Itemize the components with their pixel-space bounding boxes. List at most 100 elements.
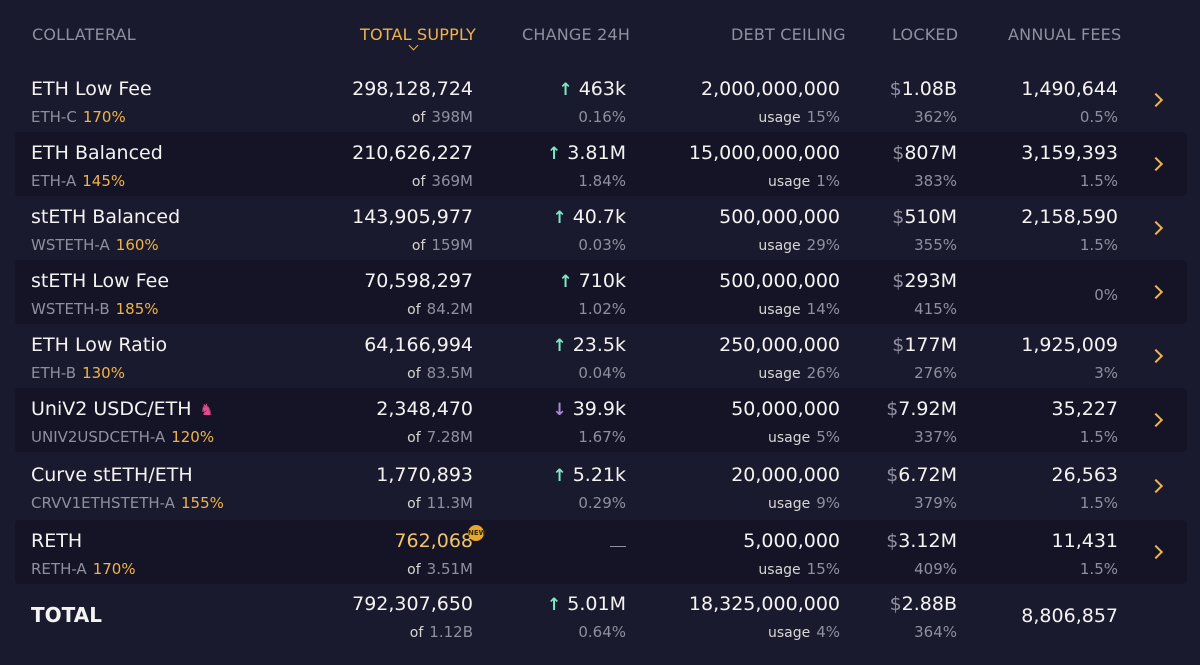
debt-ceiling: 50,000,000 — [731, 398, 840, 420]
change-24h: ↑ 40.7k — [552, 206, 626, 228]
fee-rate: 1.5% — [1079, 236, 1118, 254]
table-row[interactable]: RETH RETH-A 170% 762,068 NEW of 3.51M 5,000,000… — [15, 520, 1187, 584]
usage-value: 5% — [816, 428, 840, 446]
arrow-up-icon: ↑ — [552, 336, 567, 356]
arrow-up-icon: ↑ — [552, 466, 567, 486]
supply-max-value: 11.3M — [426, 494, 473, 512]
supply-max-value: 7.28M — [426, 428, 473, 446]
debt-ceiling: 20,000,000 — [731, 464, 840, 486]
arrow-down-icon: ↓ — [552, 400, 567, 420]
of-label: of — [407, 366, 421, 382]
usage-value: 9% — [816, 494, 840, 512]
supply-max: of 84.2M — [407, 300, 473, 318]
chevron-right-icon[interactable] — [1148, 156, 1164, 172]
collateral-name-text: stETH Low Fee — [31, 270, 170, 292]
chevron-right-icon[interactable] — [1148, 284, 1164, 300]
locked-value: 293M — [904, 270, 957, 292]
usage-label: usage — [767, 625, 811, 641]
usage-value: 15% — [806, 108, 840, 126]
new-badge-icon: NEW — [468, 525, 486, 541]
total-supply: 1,770,893 — [376, 464, 473, 486]
supply-max: of 159M — [412, 236, 473, 254]
supply-max: of 369M — [412, 172, 473, 190]
total-annual-fees: 8,806,857 — [1021, 605, 1118, 627]
chevron-right-icon[interactable] — [1148, 92, 1164, 108]
chevron-right-icon[interactable] — [1148, 220, 1164, 236]
collateral-ilk: CRVV1ETHSTETH-A 155% — [31, 494, 224, 512]
collateral-ilk: ETH-B 130% — [31, 364, 125, 382]
change-24h: ↑ 463k — [558, 78, 626, 100]
collateral-name: stETH Low Fee — [31, 270, 169, 292]
locked: $510M — [892, 206, 957, 228]
locked-pct: 337% — [914, 428, 957, 446]
table-row[interactable]: stETH Low Fee WSTETH-B 185% 70,598,297 of 84.… — [15, 260, 1187, 324]
locked-pct: 276% — [914, 364, 957, 382]
locked: $3.12M — [886, 530, 957, 552]
total-change-pct: 0.64% — [578, 623, 626, 641]
of-label: of — [411, 238, 426, 254]
header-total-supply[interactable]: TOTAL SUPPLY — [360, 25, 476, 44]
collateral-ratio: 170% — [92, 560, 136, 578]
usage: usage 15% — [758, 108, 840, 126]
total-usage: usage 4% — [768, 623, 840, 641]
table-row[interactable]: ETH Low Ratio ETH-B 130% 64,166,994 of 83.5M ↑… — [15, 324, 1187, 388]
table-row[interactable]: Curve stETH/ETH CRVV1ETHSTETH-A 155% 1,770,… — [15, 454, 1187, 518]
locked: $7.92M — [886, 398, 957, 420]
chevron-right-icon[interactable] — [1148, 348, 1164, 364]
total-row: TOTAL 792,307,650 of 1.12B ↑ 5.01M 0.64% 1… — [15, 583, 1187, 647]
table-row[interactable]: ETH Low Fee ETH-C 170% 298,128,724 of 398M ↑ 46… — [15, 68, 1187, 132]
arrow-up-icon: ↑ — [547, 595, 562, 615]
header-locked[interactable]: LOCKED — [892, 25, 959, 44]
of-label: of — [411, 174, 426, 190]
total-supply: 143,905,977 — [352, 206, 473, 228]
total-change-value: 5.01M — [567, 593, 626, 615]
ilk-type: RETH-A — [31, 560, 87, 578]
collateral-ratio: 155% — [181, 494, 224, 512]
supply-max-value: 3.51M — [426, 560, 473, 578]
table-row[interactable]: stETH Balanced WSTETH-A 160% 143,905,977 of 1… — [15, 196, 1187, 260]
chevron-right-icon[interactable] — [1148, 478, 1164, 494]
collateral-ratio: 130% — [82, 364, 125, 382]
header-change-24h[interactable]: CHANGE 24H — [522, 25, 631, 44]
chevron-right-icon[interactable] — [1148, 412, 1164, 428]
collateral-name-text: UniV2 USDC/ETH — [31, 398, 192, 420]
locked: $1.08B — [890, 78, 957, 100]
of-label: of — [407, 562, 421, 578]
dollar-sign: $ — [886, 398, 899, 420]
locked-pct: 379% — [914, 494, 957, 512]
collateral-ilk: ETH-A 145% — [31, 172, 125, 190]
usage-label: usage — [758, 110, 801, 126]
locked-pct: 355% — [914, 236, 957, 254]
usage-value: 1% — [816, 172, 840, 190]
total-debt-ceiling: 18,325,000,000 — [688, 593, 840, 615]
usage-label: usage — [758, 238, 801, 254]
supply-max: of 3.51M — [407, 560, 473, 578]
header-annual-fees[interactable]: ANNUAL FEES — [1008, 25, 1122, 44]
table-row[interactable]: ETH Balanced ETH-A 145% 210,626,227 of 369M ↑ 3… — [15, 132, 1187, 196]
annual-fees: 3,159,393 — [1021, 142, 1118, 164]
change-24h: ↑ 3.81M — [547, 142, 626, 164]
of-label: of — [409, 625, 424, 641]
change-value: 40.7k — [572, 206, 626, 228]
supply-max-value: 369M — [431, 172, 473, 190]
arrow-up-icon: ↑ — [547, 144, 562, 164]
supply-max: of 83.5M — [407, 364, 473, 382]
ilk-type: WSTETH-A — [31, 236, 110, 254]
change-pct: 0.16% — [578, 108, 626, 126]
table-header: COLLATERAL TOTAL SUPPLY CHANGE 24H DEBT … — [0, 0, 1200, 62]
locked: $293M — [892, 270, 957, 292]
change-value: 710k — [578, 270, 626, 292]
chevron-right-icon[interactable] — [1148, 544, 1164, 560]
header-collateral[interactable]: COLLATERAL — [32, 25, 136, 44]
collateral-ratio: 120% — [171, 428, 215, 446]
supply-max-value: 398M — [431, 108, 473, 126]
locked-value: 177M — [904, 334, 957, 356]
change-pct: 0.04% — [578, 364, 626, 382]
total-change: ↑ 5.01M — [547, 593, 626, 615]
table-row[interactable]: UniV2 USDC/ETH ♞ UNIV2USDCETH-A 120% 2,348,4… — [15, 388, 1187, 452]
header-debt-ceiling[interactable]: DEBT CEILING — [731, 25, 846, 44]
usage: usage 29% — [758, 236, 840, 254]
locked-value: 1.08B — [901, 78, 957, 100]
collateral-ilk: RETH-A 170% — [31, 560, 136, 578]
fee-rate: 0.5% — [1079, 108, 1118, 126]
